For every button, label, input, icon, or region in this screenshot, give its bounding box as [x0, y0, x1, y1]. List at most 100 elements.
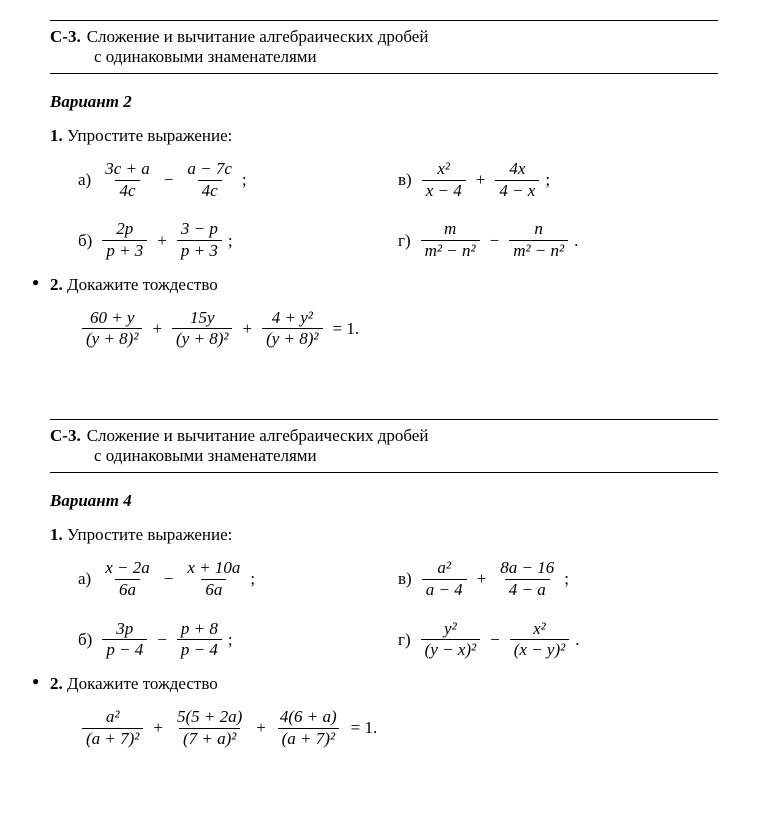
- frac-den: p + 3: [102, 240, 147, 261]
- operator: +: [242, 319, 252, 339]
- frac-den: (y + 8)²: [172, 328, 232, 349]
- section-code: С-3.: [50, 426, 81, 446]
- fraction: 2p p + 3: [102, 220, 147, 260]
- task-1: 1. Упростите выражение:: [50, 525, 718, 545]
- fraction: 3 − p p + 3: [177, 220, 222, 260]
- frac-num: x + 10a: [183, 559, 244, 579]
- frac-num: a − 7c: [183, 160, 236, 180]
- task-text: Упростите выражение:: [67, 525, 232, 544]
- frac-num: 2p: [112, 220, 137, 240]
- operator: +: [152, 319, 162, 339]
- section-title-line1: Сложение и вычитание алгебраических дроб…: [87, 426, 429, 446]
- subtask-label: б): [78, 231, 92, 251]
- punct: ;: [545, 170, 550, 190]
- task-text: Докажите тождество: [67, 674, 218, 693]
- fraction: 4x 4 − x: [495, 160, 539, 200]
- frac-den: 4c: [115, 180, 139, 201]
- subtask-b: б) 2p p + 3 + 3 − p p + 3 ;: [78, 220, 378, 260]
- frac-den: x − 4: [422, 180, 466, 201]
- frac-num: 60 + y: [86, 309, 139, 329]
- punct: ;: [242, 170, 247, 190]
- fraction: x² x − 4: [422, 160, 466, 200]
- operator: +: [153, 718, 163, 738]
- variant-label: Вариант 2: [50, 92, 718, 112]
- identity-equation: 60 + y (y + 8)² + 15y (y + 8)² + 4 + y² …: [78, 309, 718, 349]
- fraction: y² (y − x)²: [421, 620, 480, 660]
- fraction: 4 + y² (y + 8)²: [262, 309, 322, 349]
- subtask-a: а) 3c + a 4c − a − 7c 4c ;: [78, 160, 378, 200]
- fraction: 60 + y (y + 8)²: [82, 309, 142, 349]
- frac-den: m² − n²: [509, 240, 568, 261]
- subtask-label: в): [398, 569, 412, 589]
- task-number: 2.: [50, 275, 63, 294]
- fraction: 15y (y + 8)²: [172, 309, 232, 349]
- punct: ;: [228, 630, 233, 650]
- frac-num: y²: [440, 620, 461, 640]
- subtask-label: б): [78, 630, 92, 650]
- punct: ;: [228, 231, 233, 251]
- fraction: p + 8 p − 4: [177, 620, 222, 660]
- operator: −: [490, 231, 500, 251]
- frac-num: m: [440, 220, 460, 240]
- frac-den: 4c: [198, 180, 222, 201]
- frac-den: 6a: [201, 579, 226, 600]
- fraction: a² a − 4: [422, 559, 467, 599]
- section-code: С-3.: [50, 27, 81, 47]
- frac-den: p − 4: [102, 639, 147, 660]
- frac-num: 5(5 + 2a): [173, 708, 246, 728]
- variant-label: Вариант 4: [50, 491, 718, 511]
- punct: .: [574, 231, 578, 251]
- fraction: m m² − n²: [421, 220, 480, 260]
- subtask-grid: а) x − 2a 6a − x + 10a 6a ; в) a² a − 4 …: [78, 559, 718, 660]
- frac-num: 4(6 + a): [276, 708, 341, 728]
- frac-num: a²: [433, 559, 455, 579]
- frac-den: (x − y)²: [510, 639, 569, 660]
- subtask-v: в) a² a − 4 + 8a − 16 4 − a ;: [398, 559, 698, 599]
- fraction: a − 7c 4c: [183, 160, 236, 200]
- frac-num: 4x: [505, 160, 529, 180]
- fraction: 4(6 + a) (a + 7)²: [276, 708, 341, 748]
- subtask-a: а) x − 2a 6a − x + 10a 6a ;: [78, 559, 378, 599]
- punct: .: [575, 630, 579, 650]
- fraction: x − 2a 6a: [101, 559, 154, 599]
- section-header: С-3. Сложение и вычитание алгебраических…: [50, 20, 718, 74]
- frac-num: 3c + a: [101, 160, 154, 180]
- frac-den: 6a: [115, 579, 140, 600]
- frac-num: 3 − p: [177, 220, 222, 240]
- subtask-g: г) y² (y − x)² − x² (x − y)² .: [398, 620, 698, 660]
- subtask-g: г) m m² − n² − n m² − n² .: [398, 220, 698, 260]
- equation-rhs: = 1.: [333, 319, 360, 339]
- frac-num: 3p: [112, 620, 137, 640]
- frac-den: (y + 8)²: [262, 328, 322, 349]
- subtask-label: г): [398, 630, 411, 650]
- operator: +: [476, 170, 486, 190]
- frac-den: p − 4: [177, 639, 222, 660]
- fraction: x² (x − y)²: [510, 620, 569, 660]
- operator: −: [164, 569, 174, 589]
- frac-den: m² − n²: [421, 240, 480, 261]
- fraction: n m² − n²: [509, 220, 568, 260]
- section-header: С-3. Сложение и вычитание алгебраических…: [50, 419, 718, 473]
- frac-den: (y + 8)²: [82, 328, 142, 349]
- subtask-label: г): [398, 231, 411, 251]
- frac-num: x²: [529, 620, 550, 640]
- subtask-label: а): [78, 170, 91, 190]
- operator: −: [157, 630, 167, 650]
- frac-num: a²: [102, 708, 124, 728]
- frac-den: (a + 7)²: [278, 728, 339, 749]
- section-gap: [50, 379, 718, 419]
- punct: ;: [250, 569, 255, 589]
- frac-num: p + 8: [177, 620, 222, 640]
- section-title-line2: с одинаковыми знаменателями: [94, 446, 718, 466]
- fraction: 3p p − 4: [102, 620, 147, 660]
- fraction: 5(5 + 2a) (7 + a)²: [173, 708, 246, 748]
- frac-num: x²: [433, 160, 454, 180]
- operator: −: [490, 630, 500, 650]
- task-2: 2. Докажите тождество: [50, 275, 718, 295]
- task-number: 2.: [50, 674, 63, 693]
- subtask-grid: а) 3c + a 4c − a − 7c 4c ; в) x² x − 4 +…: [78, 160, 718, 261]
- fraction: a² (a + 7)²: [82, 708, 143, 748]
- fraction: x + 10a 6a: [183, 559, 244, 599]
- task-number: 1.: [50, 126, 63, 145]
- frac-den: a − 4: [422, 579, 467, 600]
